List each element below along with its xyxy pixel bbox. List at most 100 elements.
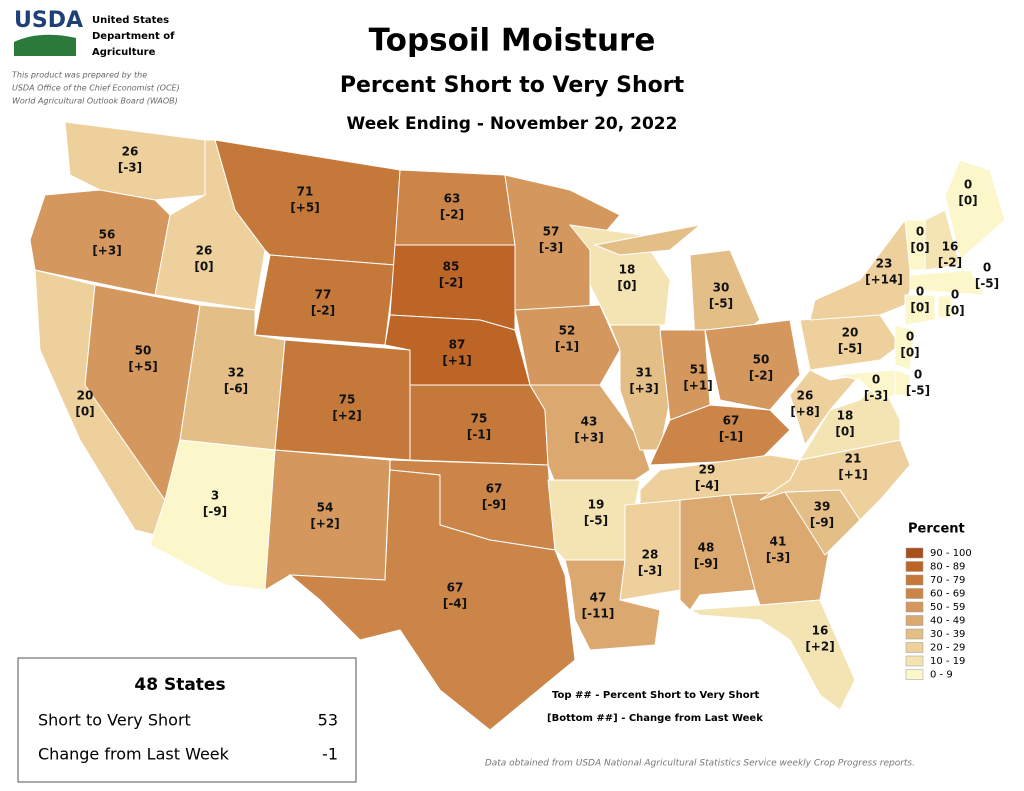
state-change: [+3] xyxy=(92,244,121,258)
state-change: [-9] xyxy=(482,498,506,512)
state-value: 75 xyxy=(471,412,488,426)
legend-label: 30 - 39 xyxy=(930,629,965,640)
state-value: 0 xyxy=(916,285,924,299)
legend-title: Percent xyxy=(908,522,965,537)
state-change: [-5] xyxy=(584,514,608,528)
state-change: [0] xyxy=(194,260,213,274)
state-value: 71 xyxy=(297,185,314,199)
state-change: [0] xyxy=(910,241,929,255)
state-value: 50 xyxy=(135,344,152,358)
state-change: [-3] xyxy=(118,161,142,175)
state-value: 75 xyxy=(339,393,356,407)
summary-value: 53 xyxy=(318,711,338,730)
date: Week Ending - November 20, 2022 xyxy=(347,114,678,134)
state-change: [0] xyxy=(945,304,964,318)
logo-text: USDA xyxy=(14,8,83,33)
state-change: [0] xyxy=(910,301,929,315)
state xyxy=(514,304,621,386)
legend-label: 60 - 69 xyxy=(930,589,965,600)
state-change: [0] xyxy=(835,425,854,439)
state-change: [-3] xyxy=(766,551,790,565)
state-value: 0 xyxy=(914,368,922,382)
legend-swatch xyxy=(905,601,924,613)
state-value: 43 xyxy=(581,415,598,429)
state-change: [-5] xyxy=(975,277,999,291)
state-value: 31 xyxy=(636,366,653,380)
state-change: [+2] xyxy=(805,640,834,654)
state-value: 51 xyxy=(690,363,707,377)
state xyxy=(894,324,916,371)
state-value: 16 xyxy=(942,240,959,254)
state-change: [-4] xyxy=(695,479,719,493)
state xyxy=(834,369,896,401)
legend-label: 40 - 49 xyxy=(930,616,965,627)
legend-label: 10 - 19 xyxy=(930,656,965,667)
states: 26 [-3] 56 [+3] 20 [0] 50 [+5] 26 [0] 71 [+5] 77 [-2]… xyxy=(29,121,1006,731)
usda-logo: USDA United States Department of Agricul… xyxy=(12,8,180,106)
state-change: [+14] xyxy=(865,273,903,287)
state-change: [+1] xyxy=(683,379,712,393)
state-value: 67 xyxy=(486,482,503,496)
legend-swatch xyxy=(905,669,924,680)
state-value: 39 xyxy=(814,500,831,514)
legend-label: 0 - 9 xyxy=(930,670,953,681)
state-change: [0] xyxy=(958,194,977,208)
state-change: [-11] xyxy=(582,607,615,621)
summary-box: 48 States Short to Very Short 53 Change … xyxy=(17,657,357,783)
state-value: 20 xyxy=(842,326,859,340)
state-value: 29 xyxy=(699,463,716,477)
legend-swatch xyxy=(905,574,924,586)
state-change: [+5] xyxy=(128,360,157,374)
title: Topsoil Moisture xyxy=(369,23,656,59)
legend: Percent 90 - 100 80 - 89 70 - 79 60 - 69 50 … xyxy=(905,522,972,681)
summary-title: 48 States xyxy=(134,675,225,695)
state xyxy=(704,319,801,411)
legend-label: 20 - 29 xyxy=(930,643,965,654)
state-value: 0 xyxy=(983,261,991,275)
state-value: 18 xyxy=(619,263,636,277)
subtitle: Percent Short to Very Short xyxy=(340,73,685,98)
state-change: [+3] xyxy=(629,382,658,396)
state xyxy=(904,294,936,326)
state-change: [-3] xyxy=(864,389,888,403)
state-value: 67 xyxy=(447,581,464,595)
disclaimer: USDA Office of the Chief Economist (OCE) xyxy=(12,84,180,93)
logo-field xyxy=(14,34,76,56)
legend-swatch xyxy=(905,628,924,640)
state-value: 19 xyxy=(588,498,605,512)
disclaimer: This product was prepared by the xyxy=(12,71,147,80)
state-change: [-1] xyxy=(555,340,579,354)
state-value: 21 xyxy=(845,452,862,466)
state-value: 26 xyxy=(797,389,814,403)
state-change: [-9] xyxy=(694,557,718,571)
state-value: 47 xyxy=(590,591,607,605)
state-value: 0 xyxy=(872,373,880,387)
state-value: 77 xyxy=(315,288,332,302)
state-value: 48 xyxy=(698,541,715,555)
summary-label: Short to Very Short xyxy=(38,711,191,730)
agency-line: Department of xyxy=(92,31,175,42)
state-value: 57 xyxy=(543,225,560,239)
state-value: 16 xyxy=(812,624,829,638)
state-change: [+1] xyxy=(442,354,471,368)
state-value: 52 xyxy=(559,324,576,338)
agency-line: United States xyxy=(92,15,169,26)
state-change: [+5] xyxy=(290,201,319,215)
state xyxy=(688,599,856,711)
legend-swatch xyxy=(905,588,924,599)
state-change: [+8] xyxy=(790,405,819,419)
state-change: [-2] xyxy=(440,208,464,222)
state-change: [-5] xyxy=(838,342,862,356)
agency-line: Agriculture xyxy=(92,47,156,58)
summary-label: Change from Last Week xyxy=(38,745,230,764)
state-value: 63 xyxy=(444,192,461,206)
state-change: [+2] xyxy=(310,517,339,531)
legend-swatch xyxy=(905,561,924,572)
state-value: 0 xyxy=(964,178,972,192)
legend-swatch xyxy=(905,642,924,653)
state xyxy=(288,469,576,731)
state xyxy=(937,295,953,319)
key-line: [Bottom ##] - Change from Last Week xyxy=(547,713,763,724)
state-change: [+3] xyxy=(574,431,603,445)
